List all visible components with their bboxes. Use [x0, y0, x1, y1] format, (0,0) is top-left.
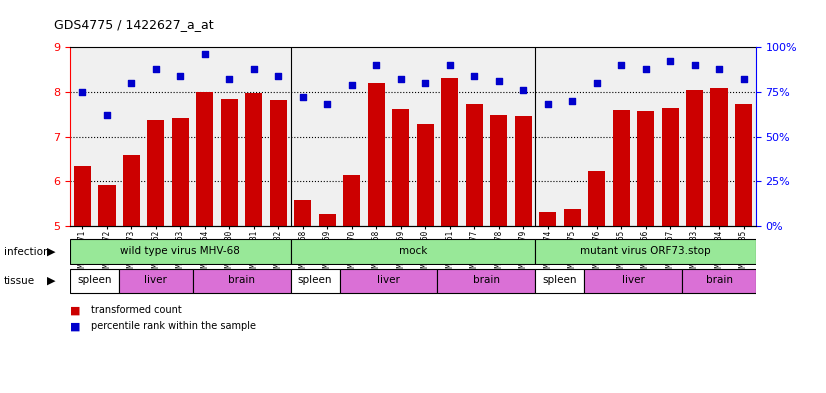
Point [297, 94, 310, 100]
Bar [368, 83, 385, 226]
Text: wild type virus MHV-68: wild type virus MHV-68 [121, 246, 240, 256]
Bar [98, 185, 116, 226]
Point [223, 76, 236, 83]
Text: brain: brain [228, 275, 255, 285]
Bar [686, 90, 703, 226]
Bar [294, 200, 311, 226]
Text: liver: liver [377, 275, 400, 285]
Point [272, 73, 285, 79]
Bar [662, 108, 679, 226]
Bar [585, 269, 682, 293]
Point [688, 62, 701, 68]
Point [345, 82, 358, 88]
Bar [245, 93, 263, 226]
Bar [466, 104, 482, 226]
Text: mutant virus ORF73.stop: mutant virus ORF73.stop [581, 246, 711, 256]
Point [173, 73, 187, 79]
Point [198, 51, 211, 57]
Bar [682, 269, 756, 293]
Point [320, 101, 334, 108]
Point [615, 62, 628, 68]
Text: spleen: spleen [543, 275, 577, 285]
Text: liver: liver [622, 275, 645, 285]
Point [394, 76, 407, 83]
Bar [344, 174, 360, 226]
Bar [291, 239, 535, 264]
Point [590, 80, 603, 86]
Text: GDS4775 / 1422627_a_at: GDS4775 / 1422627_a_at [54, 18, 213, 31]
Bar [392, 109, 410, 226]
Point [566, 97, 579, 104]
Text: infection: infection [4, 246, 50, 257]
Bar [291, 269, 339, 293]
Point [663, 58, 676, 64]
Text: ▶: ▶ [47, 246, 55, 257]
Bar [270, 100, 287, 226]
Bar [535, 239, 756, 264]
Point [713, 66, 726, 72]
Text: liver: liver [145, 275, 168, 285]
Bar [441, 79, 458, 226]
Point [247, 66, 260, 72]
Bar [613, 110, 629, 226]
Bar [710, 88, 728, 226]
Bar [539, 212, 556, 226]
Bar [438, 269, 535, 293]
Bar [119, 269, 192, 293]
Point [419, 80, 432, 86]
Bar [535, 269, 585, 293]
Bar [70, 239, 291, 264]
Bar [123, 155, 140, 226]
Bar [70, 269, 119, 293]
Bar [221, 99, 238, 226]
Point [492, 78, 506, 84]
Point [639, 66, 653, 72]
Bar [172, 118, 189, 226]
Bar [74, 165, 91, 226]
Bar [416, 124, 434, 226]
Text: brain: brain [473, 275, 500, 285]
Bar [147, 121, 164, 226]
Text: ■: ■ [70, 321, 81, 331]
Point [76, 89, 89, 95]
Bar [637, 111, 654, 226]
Text: brain: brain [705, 275, 733, 285]
Point [443, 62, 456, 68]
Point [150, 66, 163, 72]
Point [370, 62, 383, 68]
Bar [588, 171, 605, 226]
Text: spleen: spleen [78, 275, 112, 285]
Point [125, 80, 138, 86]
Bar [735, 105, 752, 226]
Text: spleen: spleen [298, 275, 332, 285]
Bar [192, 269, 291, 293]
Point [737, 76, 750, 83]
Bar [563, 209, 581, 226]
Bar [319, 214, 336, 226]
Text: tissue: tissue [4, 276, 36, 286]
Text: ■: ■ [70, 305, 81, 316]
Bar [339, 269, 438, 293]
Text: mock: mock [399, 246, 427, 256]
Point [516, 87, 529, 93]
Point [541, 101, 554, 108]
Bar [197, 92, 213, 226]
Bar [490, 115, 507, 226]
Point [100, 112, 113, 118]
Text: transformed count: transformed count [91, 305, 182, 316]
Text: percentile rank within the sample: percentile rank within the sample [91, 321, 256, 331]
Point [468, 73, 481, 79]
Text: ▶: ▶ [47, 276, 55, 286]
Bar [515, 116, 532, 226]
